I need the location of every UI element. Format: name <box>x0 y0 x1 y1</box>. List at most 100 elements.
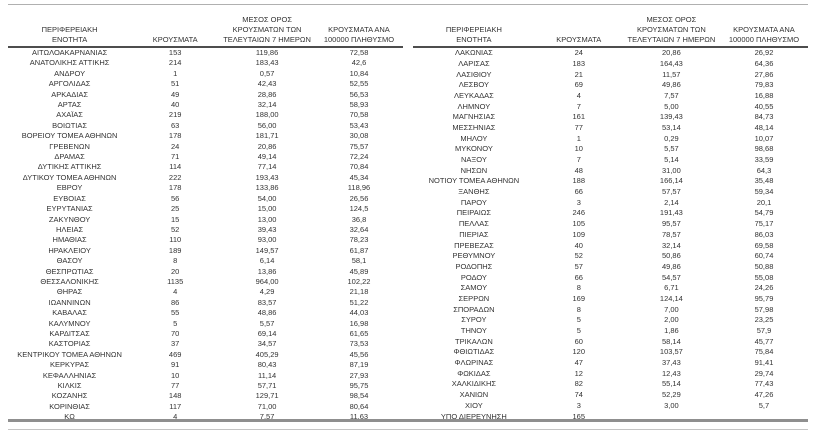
region-cell: ΜΗΛΟΥ <box>460 133 488 143</box>
per100k-cell: 26,56 <box>349 193 369 203</box>
table-row: ΗΜΑΘΙΑΣ 110 93,00 78,23 <box>8 235 403 245</box>
column-header-per100k: ΚΡΟΥΣΜΑΤΑ ΑΝΑ 100000 ΠΛΗΘΥΣΜΟ <box>719 7 808 48</box>
table-row: ΡΟΔΟΥ 66 54,57 55,08 <box>413 272 808 283</box>
cases-cell: 4 <box>173 287 178 297</box>
per100k-cell: 23,25 <box>754 315 774 325</box>
per100k-cell: 16,88 <box>754 90 774 100</box>
cases-cell: 52 <box>171 224 180 234</box>
cases-cell: 21 <box>574 69 583 79</box>
region-cell: ΘΗΡΑΣ <box>56 287 83 297</box>
column-header-avg7: ΜΕΣΟΣ ΟΡΟΣ ΚΡΟΥΣΜΑΤΩΝ ΤΩΝ ΤΕΛΕΥΤΑΙΩΝ 7 Η… <box>219 7 315 48</box>
avg7-cell: 5,57 <box>259 318 275 328</box>
cases-cell: 5 <box>173 318 178 328</box>
avg7-cell: 166,14 <box>659 176 683 186</box>
per100k-cell: 69,58 <box>754 240 774 250</box>
region-cell: ΚΕΝΤΡΙΚΟΥ ΤΟΜΕΑ ΑΘΗΝΩΝ <box>17 349 122 359</box>
per100k-cell: 47,26 <box>754 390 774 400</box>
table-row: ΛΕΣΒΟΥ 69 49,86 79,83 <box>413 80 808 91</box>
cases-cell: 105 <box>572 219 586 229</box>
cases-cell: 49 <box>171 89 180 99</box>
region-cell: ΓΡΕΒΕΝΩΝ <box>49 141 90 151</box>
region-cell: ΚΩ <box>64 412 75 422</box>
per100k-cell: 30,08 <box>349 131 369 141</box>
avg7-cell: 124,14 <box>659 293 683 303</box>
avg7-cell: 57,71 <box>257 381 277 390</box>
table-row: ΑΙΤΩΛΟΑΚΑΡΝΑΝΙΑΣ 153 119,86 72,58 <box>8 47 403 58</box>
region-cell: ΜΕΣΣΗΝΙΑΣ <box>452 122 496 132</box>
avg7-cell: 49,86 <box>661 261 681 271</box>
region-cell: ΑΡΓΟΛΙΔΑΣ <box>48 79 91 89</box>
avg7-cell: 58,14 <box>661 336 681 346</box>
avg7-cell: 164,43 <box>659 58 683 68</box>
region-cell: ΖΑΚΥΝΘΟΥ <box>48 214 91 224</box>
cases-cell: 77 <box>574 122 583 132</box>
cases-cell: 66 <box>574 272 583 282</box>
avg7-cell: 3,00 <box>664 400 679 410</box>
per100k-cell: 11,63 <box>349 412 369 422</box>
region-cell: ΠΙΕΡΙΑΣ <box>459 229 489 239</box>
cases-cell: 5 <box>576 326 581 336</box>
per100k-cell: 52,55 <box>349 79 369 89</box>
bottom-rule-thin <box>8 429 808 430</box>
table-row: ΕΥΒΟΙΑΣ 56 54,00 26,56 <box>8 194 403 204</box>
region-cell: ΥΠΟ ΔΙΕΡΕΥΝΗΣΗ <box>440 411 507 421</box>
avg7-cell: 0,57 <box>259 68 275 78</box>
avg7-cell: 139,43 <box>659 112 683 122</box>
table-row: ΛΗΜΝΟΥ 7 5,00 40,55 <box>413 101 808 112</box>
table-row: ΚΙΛΚΙΣ 77 57,71 95,75 <box>8 381 403 391</box>
cases-cell: 214 <box>168 58 182 68</box>
column-header-cases: ΚΡΟΥΣΜΑΤΑ <box>131 7 220 48</box>
cases-cell: 109 <box>572 229 586 239</box>
region-cell: ΡΟΔΟΥ <box>460 272 487 282</box>
table-row: ΑΡΤΑΣ 40 32,14 58,93 <box>8 100 403 110</box>
avg7-cell: 28,86 <box>257 89 277 99</box>
region-cell: ΡΕΘΥΜΝΟΥ <box>452 251 496 261</box>
table-row: ΔΥΤΙΚΟΥ ΤΟΜΕΑ ΑΘΗΝΩΝ 222 193,43 45,34 <box>8 173 403 183</box>
avg7-cell: 20,86 <box>257 141 277 151</box>
table-row: ΡΟΔΟΠΗΣ 57 49,86 50,88 <box>413 262 808 273</box>
per100k-cell: 54,79 <box>754 208 774 218</box>
cases-cell: 10 <box>574 144 583 154</box>
region-cell: ΒΟΙΩΤΙΑΣ <box>52 120 88 130</box>
table-row: ΥΠΟ ΔΙΕΡΕΥΝΗΣΗ 165 <box>413 411 808 422</box>
avg7-cell: 48,86 <box>257 308 277 318</box>
cases-cell: 70 <box>171 328 180 338</box>
table-row: ΚΑΡΔΙΤΣΑΣ 70 69,14 61,65 <box>8 329 403 339</box>
cases-cell: 110 <box>169 235 182 245</box>
table-row: ΘΕΣΠΡΩΤΙΑΣ 20 13,86 45,89 <box>8 267 403 277</box>
table-row: ΧΙΟΥ 3 3,00 5,7 <box>413 401 808 412</box>
avg7-cell: 69,14 <box>257 328 277 338</box>
per100k-cell: 73,53 <box>349 339 369 349</box>
avg7-cell: 50,86 <box>661 251 681 261</box>
table-row: ΙΩΑΝΝΙΝΩΝ 86 83,57 51,22 <box>8 298 403 308</box>
per100k-cell: 36,8 <box>351 214 367 224</box>
region-cell: ΛΑΡΙΣΑΣ <box>458 58 490 68</box>
column-header-per100k: ΚΡΟΥΣΜΑΤΑ ΑΝΑ 100000 ΠΛΗΘΥΣΜΟ <box>314 7 403 48</box>
cases-cell: 82 <box>574 379 583 389</box>
table-row: ΡΕΘΥΜΝΟΥ 52 50,86 60,74 <box>413 251 808 262</box>
tables-container: ΠΕΡΙΦΕΡΕΙΑΚΗ ΕΝΟΤΗΤΑ ΚΡΟΥΣΜΑΤΑ ΜΕΣΟΣ ΟΡΟ… <box>8 4 808 423</box>
per100k-cell: 124,5 <box>349 204 369 214</box>
cases-cell: 24 <box>574 48 583 58</box>
per100k-cell: 91,41 <box>754 358 774 368</box>
region-cell: ΚΕΦΑΛΛΗΝΙΑΣ <box>42 370 97 380</box>
region-cell: ΗΜΑΘΙΑΣ <box>52 235 87 245</box>
avg7-cell: 39,43 <box>257 224 277 234</box>
avg7-cell: 20,86 <box>661 48 681 58</box>
region-cell: ΜΑΓΝΗΣΙΑΣ <box>452 112 496 122</box>
per100k-cell: 77,43 <box>754 379 774 389</box>
per100k-cell: 79,83 <box>754 80 774 90</box>
avg7-cell: 83,57 <box>257 297 277 307</box>
avg7-cell: 34,57 <box>257 339 277 349</box>
cases-cell: 12 <box>574 368 583 378</box>
table-row: ΕΥΡΥΤΑΝΙΑΣ 25 15,00 124,5 <box>8 204 403 214</box>
table-row: ΗΡΑΚΛΕΙΟΥ 189 149,57 61,87 <box>8 246 403 256</box>
region-cell: ΘΑΣΟΥ <box>56 256 83 266</box>
region-cell: ΗΡΑΚΛΕΙΟΥ <box>48 245 91 255</box>
region-cell: ΑΝΑΤΟΛΙΚΗΣ ΑΤΤΙΚΗΣ <box>29 58 110 68</box>
per100k-cell: 33,59 <box>754 155 774 165</box>
region-cell: ΕΥΡΥΤΑΝΙΑΣ <box>46 204 93 214</box>
table-row: ΑΡΚΑΔΙΑΣ 49 28,86 56,53 <box>8 90 403 100</box>
avg7-cell: 12,43 <box>661 368 681 378</box>
cases-cell: 219 <box>168 110 182 120</box>
